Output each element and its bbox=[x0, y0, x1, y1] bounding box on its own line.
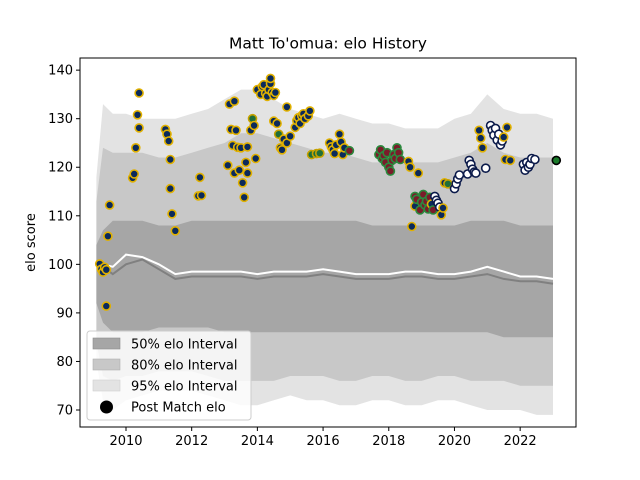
post-match-point bbox=[241, 157, 251, 168]
post-match-point bbox=[134, 88, 144, 98]
post-match-point bbox=[385, 166, 396, 176]
post-match-point bbox=[229, 96, 240, 106]
post-match-point bbox=[272, 118, 282, 129]
post-match-point bbox=[270, 87, 281, 98]
post-match-point bbox=[242, 142, 253, 152]
legend-swatch-95 bbox=[92, 379, 121, 392]
legend-label-50: 50% elo Interval bbox=[131, 338, 238, 353]
post-match-point bbox=[129, 169, 139, 179]
post-match-point bbox=[438, 203, 448, 213]
legend-label-95: 95% elo Interval bbox=[131, 380, 238, 395]
x-tick-label: 2012 bbox=[175, 434, 208, 449]
post-match-point bbox=[334, 129, 345, 139]
y-tick-label: 100 bbox=[48, 258, 73, 273]
legend: 50% elo Interval 80% elo Interval 95% el… bbox=[86, 330, 252, 421]
median-elo-line bbox=[96, 258, 554, 285]
post-match-point bbox=[470, 168, 481, 178]
post-match-point bbox=[551, 155, 562, 166]
y-tick-label: 80 bbox=[56, 355, 73, 370]
mean-elo-line bbox=[96, 253, 554, 280]
plot-frame bbox=[79, 57, 577, 428]
post-match-point bbox=[505, 155, 516, 166]
y-tick-label: 140 bbox=[48, 64, 73, 79]
post-match-point bbox=[454, 170, 465, 180]
post-match-point bbox=[134, 123, 144, 133]
post-match-point bbox=[474, 125, 484, 136]
y-tick-label: 110 bbox=[48, 209, 73, 224]
post-match-point bbox=[498, 132, 509, 142]
post-match-point bbox=[285, 131, 296, 141]
y-tick-label: 120 bbox=[48, 161, 73, 176]
y-tick-label: 130 bbox=[48, 112, 73, 127]
y-tick-label: 90 bbox=[56, 306, 73, 321]
post-match-point bbox=[475, 133, 486, 143]
post-match-points bbox=[94, 73, 562, 311]
post-match-point bbox=[502, 122, 512, 133]
post-match-point bbox=[131, 143, 141, 153]
post-match-point bbox=[196, 190, 207, 201]
post-match-point bbox=[242, 168, 253, 178]
post-match-point bbox=[101, 264, 112, 275]
post-match-point bbox=[344, 145, 355, 156]
post-match-point bbox=[195, 172, 205, 183]
post-match-point bbox=[101, 301, 112, 311]
post-match-point bbox=[314, 148, 325, 158]
post-match-point bbox=[237, 178, 248, 188]
y-tick-label: 70 bbox=[56, 404, 73, 419]
y-axis-label: elo score bbox=[24, 213, 39, 272]
chart-title: Matt To'omua: elo History bbox=[229, 35, 427, 53]
post-match-point bbox=[249, 120, 259, 131]
band-50 bbox=[96, 220, 554, 338]
y-axis-ticks: 70 80 90 100 110 120 130 140 bbox=[48, 64, 80, 419]
x-tick-label: 2010 bbox=[109, 434, 142, 449]
x-tick-label: 2020 bbox=[438, 434, 471, 449]
post-match-point bbox=[413, 168, 424, 178]
post-match-point bbox=[395, 154, 406, 165]
post-match-point bbox=[234, 165, 245, 175]
post-match-point bbox=[103, 231, 113, 241]
post-match-point bbox=[265, 73, 276, 84]
legend-box bbox=[86, 330, 252, 421]
post-match-point bbox=[282, 102, 292, 112]
post-match-point bbox=[223, 160, 233, 171]
post-match-point bbox=[250, 153, 261, 164]
post-match-point bbox=[170, 226, 181, 236]
post-match-point bbox=[477, 143, 488, 153]
post-match-point bbox=[329, 148, 340, 159]
legend-label-post-match: Post Match elo bbox=[131, 401, 226, 416]
post-match-point bbox=[305, 106, 315, 116]
elo-lines bbox=[96, 253, 554, 285]
post-match-point bbox=[239, 192, 249, 203]
post-match-point bbox=[231, 125, 241, 136]
post-match-point bbox=[104, 200, 115, 210]
post-match-point bbox=[277, 145, 287, 155]
legend-marker-post-match bbox=[100, 400, 113, 414]
post-match-point bbox=[163, 136, 174, 146]
x-tick-label: 2022 bbox=[504, 434, 537, 449]
post-match-point bbox=[132, 110, 143, 120]
post-match-point bbox=[165, 154, 176, 165]
post-match-point bbox=[406, 221, 417, 232]
legend-swatch-50 bbox=[92, 337, 121, 350]
x-tick-label: 2014 bbox=[241, 434, 274, 449]
post-match-point bbox=[530, 154, 540, 165]
x-tick-label: 2018 bbox=[372, 434, 405, 449]
post-match-point bbox=[165, 183, 176, 194]
x-axis-ticks: 2010 2012 2014 2016 2018 2020 2022 bbox=[109, 427, 537, 449]
post-match-point bbox=[405, 162, 415, 172]
x-tick-label: 2016 bbox=[307, 434, 340, 449]
post-match-point bbox=[480, 163, 491, 173]
post-match-point bbox=[167, 209, 177, 219]
legend-swatch-80 bbox=[92, 358, 121, 371]
legend-label-80: 80% elo Interval bbox=[131, 359, 238, 374]
